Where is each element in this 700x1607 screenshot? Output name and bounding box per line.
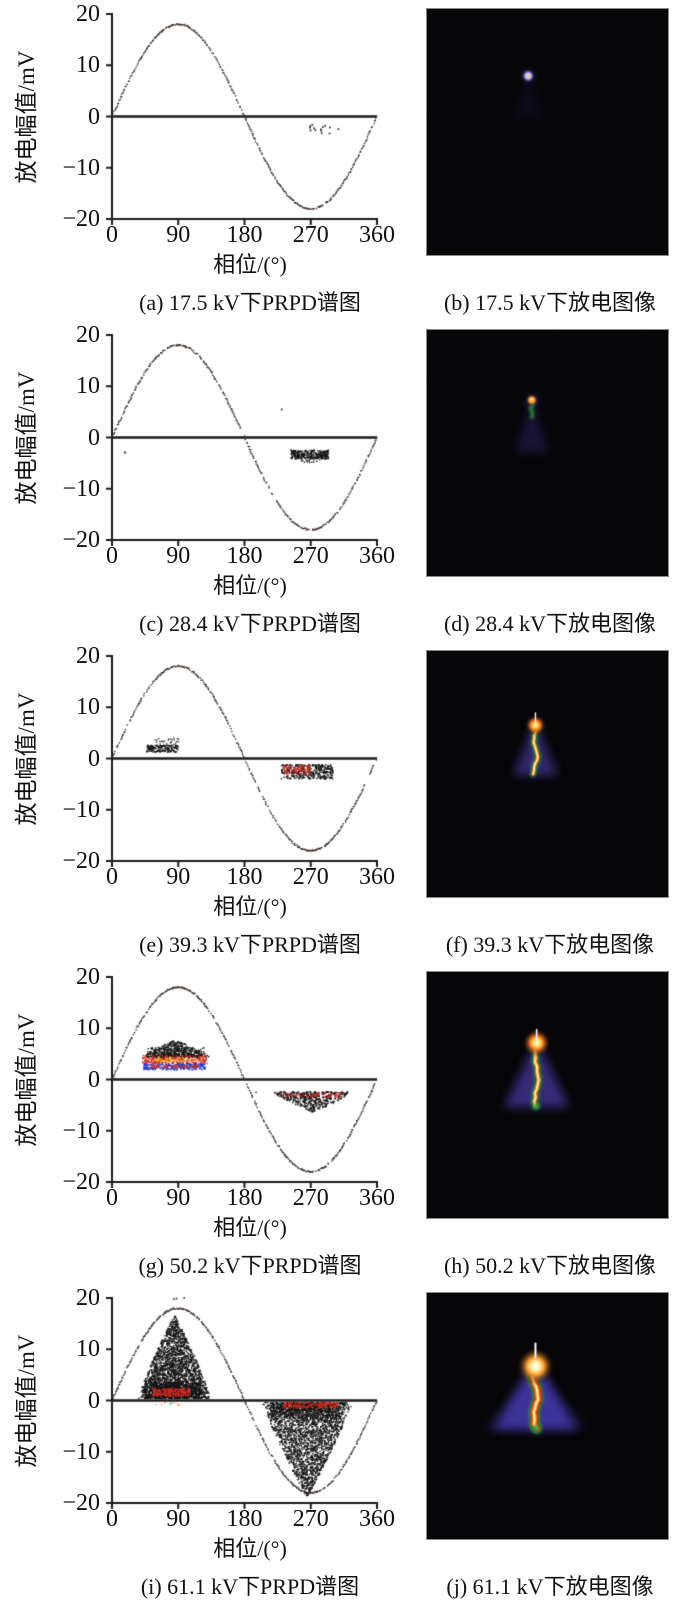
- prpd-panel-g: 放电幅值/mV 20 10 0 −10 −20 0 90 180 270 360 相位/(°) (…: [0, 963, 400, 1284]
- y-tick-label: 20: [76, 964, 100, 990]
- x-tick-label: 180: [226, 1506, 263, 1532]
- x-tick-label: 0: [106, 543, 118, 569]
- y-axis-title: 放电幅值/mV: [14, 1334, 39, 1468]
- prpd-caption-i: (i) 61.1 kV下PRPD谱图: [140, 1574, 360, 1599]
- y-tick-label: 20: [76, 1, 100, 27]
- discharge-photo-f: [426, 650, 669, 898]
- y-tick-label: 10: [76, 52, 100, 79]
- photo-panel-d: (d) 28.4 kV下放电图像: [400, 321, 700, 642]
- prpd-panel-i: 放电幅值/mV 20 10 0 −10 −20 0 90 180 270 360 相位/(°) (…: [0, 1284, 400, 1605]
- x-tick-label: 180: [226, 543, 263, 569]
- x-tick-label: 360: [359, 222, 395, 248]
- y-tick-label: −10: [62, 796, 100, 823]
- x-tick-label: 90: [166, 222, 191, 248]
- x-tick-label: 360: [359, 543, 395, 569]
- x-tick-label: 270: [292, 1506, 329, 1532]
- x-tick-label: 360: [359, 1506, 395, 1532]
- prpd-plot-canvas-g: [104, 969, 394, 1191]
- x-axis-title: 相位/(°): [213, 1215, 287, 1240]
- y-tick-label: 0: [88, 1387, 100, 1414]
- y-axis-title: 放电幅值/mV: [14, 692, 39, 826]
- photo-caption-j: (j) 61.1 kV下放电图像: [446, 1574, 654, 1599]
- y-axis-title: 放电幅值/mV: [14, 1013, 39, 1147]
- y-tick-label: −10: [62, 1438, 100, 1465]
- prpd-caption-e: (e) 39.3 kV下PRPD谱图: [139, 932, 361, 957]
- figure-row-50.2kV: 放电幅值/mV 20 10 0 −10 −20 0 90 180 270 360 相位/(°) (…: [0, 963, 700, 1284]
- x-tick-label: 270: [292, 1185, 329, 1211]
- photo-panel-h: (h) 50.2 kV下放电图像: [400, 963, 700, 1284]
- prpd-panel-c: 放电幅值/mV 20 10 0 −10 −20 0 90 180 270 360 相位/(°) (…: [0, 321, 400, 642]
- x-tick-label: 0: [106, 1506, 118, 1532]
- y-tick-label: 0: [88, 103, 100, 130]
- x-tick-label: 270: [292, 543, 329, 569]
- x-axis-title: 相位/(°): [213, 1536, 287, 1561]
- x-tick-label: 0: [106, 864, 118, 890]
- x-tick-label: 180: [226, 1185, 263, 1211]
- x-tick-label: 360: [359, 864, 395, 890]
- prpd-panel-e: 放电幅值/mV 20 10 0 −10 −20 0 90 180 270 360 相位/(°) (…: [0, 642, 400, 963]
- figure-row-28.4kV: 放电幅值/mV 20 10 0 −10 −20 0 90 180 270 360 相位/(°) (…: [0, 321, 700, 642]
- photo-panel-b: (b) 17.5 kV下放电图像: [400, 0, 700, 321]
- x-tick-label: 360: [359, 1185, 395, 1211]
- x-tick-label: 270: [292, 864, 329, 890]
- x-axis-title: 相位/(°): [213, 573, 287, 598]
- x-tick-label: 180: [226, 864, 263, 890]
- figure-row-39.3kV: 放电幅值/mV 20 10 0 −10 −20 0 90 180 270 360 相位/(°) (…: [0, 642, 700, 963]
- y-tick-label: −10: [62, 1117, 100, 1144]
- y-tick-label: 10: [76, 1336, 100, 1363]
- photo-caption-b: (b) 17.5 kV下放电图像: [443, 290, 657, 315]
- y-tick-label: 20: [76, 322, 100, 348]
- photo-caption-f: (f) 39.3 kV下放电图像: [445, 932, 655, 957]
- y-tick-label: 20: [76, 643, 100, 669]
- photo-caption-h: (h) 50.2 kV下放电图像: [443, 1253, 657, 1278]
- y-tick-label: 10: [76, 694, 100, 721]
- discharge-photo-b: [426, 8, 669, 256]
- y-tick-label: 10: [76, 1015, 100, 1042]
- x-tick-label: 270: [292, 222, 329, 248]
- photo-panel-j: (j) 61.1 kV下放电图像: [400, 1284, 700, 1605]
- x-tick-label: 90: [166, 543, 191, 569]
- x-tick-label: 90: [166, 1185, 191, 1211]
- y-tick-label: 10: [76, 373, 100, 400]
- y-tick-label: −10: [62, 154, 100, 181]
- prpd-caption-a: (a) 17.5 kV下PRPD谱图: [139, 290, 361, 315]
- y-tick-label: −10: [62, 475, 100, 502]
- figure-row-17.5kV: 放电幅值/mV 20 10 0 −10 −20 0 90 180 270 360 相位/(°) (…: [0, 0, 700, 321]
- prpd-panel-a: 放电幅值/mV 20 10 0 −10 −20 0 90 180 270 360 相位/(°) (…: [0, 0, 400, 321]
- x-tick-label: 90: [166, 864, 191, 890]
- figure-row-61.1kV: 放电幅值/mV 20 10 0 −10 −20 0 90 180 270 360 相位/(°) (…: [0, 1284, 700, 1607]
- x-axis-title: 相位/(°): [213, 894, 287, 919]
- photo-caption-d: (d) 28.4 kV下放电图像: [443, 611, 657, 636]
- y-tick-label: −20: [62, 206, 100, 232]
- x-axis-title: 相位/(°): [213, 252, 287, 277]
- y-tick-label: −20: [62, 1169, 100, 1195]
- y-tick-label: −20: [62, 527, 100, 553]
- prpd-plot-canvas-e: [104, 648, 394, 870]
- prpd-caption-c: (c) 28.4 kV下PRPD谱图: [139, 611, 361, 636]
- y-axis-title: 放电幅值/mV: [14, 50, 39, 184]
- prpd-plot-canvas-a: [104, 6, 394, 228]
- prpd-plot-canvas-c: [104, 327, 394, 549]
- discharge-photo-d: [426, 329, 669, 577]
- x-tick-label: 90: [166, 1506, 191, 1532]
- y-axis-title: 放电幅值/mV: [14, 371, 39, 505]
- y-tick-label: 20: [76, 1285, 100, 1311]
- y-tick-label: 0: [88, 1066, 100, 1093]
- x-tick-label: 180: [226, 222, 263, 248]
- x-tick-label: 0: [106, 1185, 118, 1211]
- photo-panel-f: (f) 39.3 kV下放电图像: [400, 642, 700, 963]
- discharge-photo-h: [426, 971, 669, 1219]
- x-tick-label: 0: [106, 222, 118, 248]
- prpd-plot-canvas-i: [104, 1290, 394, 1512]
- y-tick-label: 0: [88, 745, 100, 772]
- discharge-photo-j: [426, 1292, 669, 1540]
- y-tick-label: −20: [62, 1490, 100, 1516]
- prpd-caption-g: (g) 50.2 kV下PRPD谱图: [138, 1253, 362, 1278]
- y-tick-label: 0: [88, 424, 100, 451]
- y-tick-label: −20: [62, 848, 100, 874]
